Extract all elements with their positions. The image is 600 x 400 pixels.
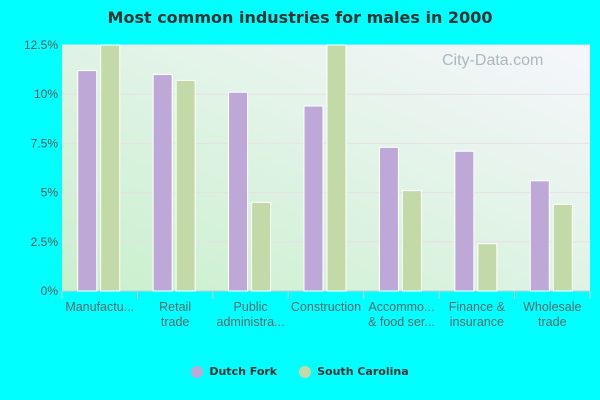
x-category-label: Finance & xyxy=(449,300,506,314)
x-category-label: trade xyxy=(538,315,567,329)
x-category-label: insurance xyxy=(450,315,504,329)
x-category-label: trade xyxy=(161,315,190,329)
legend: Dutch Fork South Carolina xyxy=(0,365,600,378)
x-category-label: administra... xyxy=(217,315,285,329)
plot-area xyxy=(62,45,590,291)
bar-south-carolina xyxy=(100,44,121,292)
x-category-label: Construction xyxy=(291,300,361,314)
bar-south-carolina xyxy=(477,243,498,292)
legend-label: Dutch Fork xyxy=(209,365,278,378)
bar-dutch-fork xyxy=(529,180,550,292)
x-category-label: Wholesale xyxy=(523,300,581,314)
watermark: City-Data.com xyxy=(442,52,544,69)
bar-dutch-fork xyxy=(228,91,249,292)
legend-swatch xyxy=(299,365,312,378)
y-tick-label: 10% xyxy=(34,87,58,101)
legend-swatch xyxy=(191,365,204,378)
bar-south-carolina xyxy=(251,201,272,292)
y-tick-label: 5% xyxy=(41,186,59,200)
x-category-label: & food ser... xyxy=(368,315,435,329)
x-category-label: Retail xyxy=(159,300,191,314)
x-category-label: Manufactu... xyxy=(65,300,134,314)
bar-south-carolina xyxy=(326,44,347,292)
bar-south-carolina xyxy=(175,79,196,292)
y-tick-label: 12.5% xyxy=(24,38,58,52)
bar-dutch-fork xyxy=(378,146,399,292)
legend-item-dutch-fork: Dutch Fork xyxy=(191,365,277,378)
bar-south-carolina xyxy=(552,203,573,292)
x-category-label: Public xyxy=(234,300,268,314)
bar-dutch-fork xyxy=(454,150,475,292)
y-tick-label: 7.5% xyxy=(31,136,59,150)
bar-dutch-fork xyxy=(77,70,98,292)
bar-south-carolina xyxy=(401,190,422,292)
chart-title: Most common industries for males in 2000 xyxy=(107,8,493,27)
y-tick-label: 0% xyxy=(41,284,59,298)
bar-dutch-fork xyxy=(303,105,324,292)
x-category-label: Accommo... xyxy=(368,300,434,314)
legend-label: South Carolina xyxy=(317,365,409,378)
y-tick-label: 2.5% xyxy=(31,235,59,249)
bar-dutch-fork xyxy=(152,74,173,292)
legend-item-south-carolina: South Carolina xyxy=(299,365,409,378)
